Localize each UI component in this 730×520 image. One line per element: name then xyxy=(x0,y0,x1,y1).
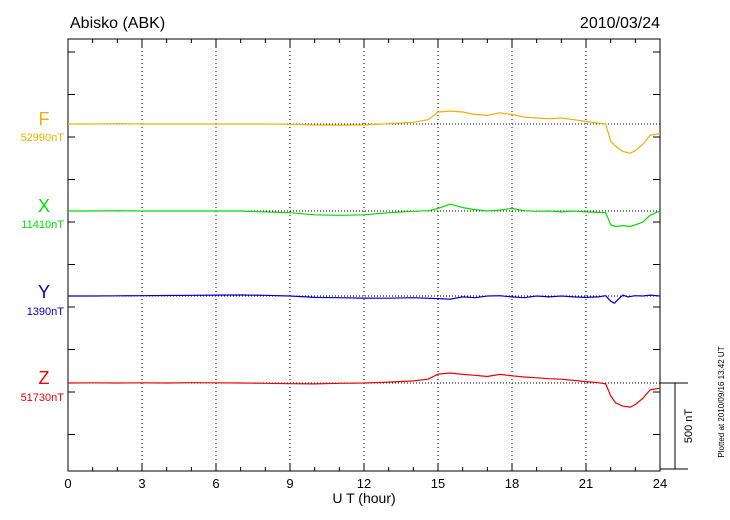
series-lines xyxy=(67,110,661,408)
station-title: Abisko (ABK) xyxy=(70,15,165,32)
x-tick-label: 21 xyxy=(579,476,593,491)
series-labels: F 52990nT X 11410nT Y 1390nT Z 51730nT xyxy=(21,109,65,404)
x-tick-labels: 0 3 6 9 12 15 18 21 24 xyxy=(64,476,667,491)
x-tick-label: 15 xyxy=(431,476,445,491)
series-baseline-f: 52990nT xyxy=(21,132,65,144)
x-tick-label: 0 xyxy=(64,476,71,491)
baseline-lines xyxy=(68,123,660,384)
date-title: 2010/03/24 xyxy=(580,15,660,32)
x-tick-label: 9 xyxy=(286,476,293,491)
series-name-x: X xyxy=(38,196,50,216)
series-line-x xyxy=(68,203,661,228)
x-axis-label: U T (hour) xyxy=(332,490,395,506)
scale-bar-label: 500 nT xyxy=(683,409,695,444)
series-baseline-x: 11410nT xyxy=(21,219,64,231)
series-line-z xyxy=(67,372,661,408)
grid-lines xyxy=(141,39,587,471)
x-tick-label: 24 xyxy=(653,476,667,491)
x-tick-label: 3 xyxy=(138,476,145,491)
series-line-f xyxy=(68,110,661,154)
series-line-y xyxy=(68,294,661,304)
series-baseline-y: 1390nT xyxy=(27,306,65,318)
x-tick-label: 6 xyxy=(212,476,219,491)
x-tick-label: 18 xyxy=(505,476,519,491)
series-name-f: F xyxy=(39,109,50,129)
x-tick-label: 12 xyxy=(357,476,371,491)
series-name-z: Z xyxy=(39,368,50,388)
series-name-y: Y xyxy=(38,282,50,302)
plotted-note: Plotted at 2010/09/16 13:42 UT xyxy=(717,346,726,457)
series-baseline-z: 51730nT xyxy=(21,392,65,404)
axis-ticks xyxy=(67,39,661,471)
scale-bar: 500 nT xyxy=(660,382,695,470)
